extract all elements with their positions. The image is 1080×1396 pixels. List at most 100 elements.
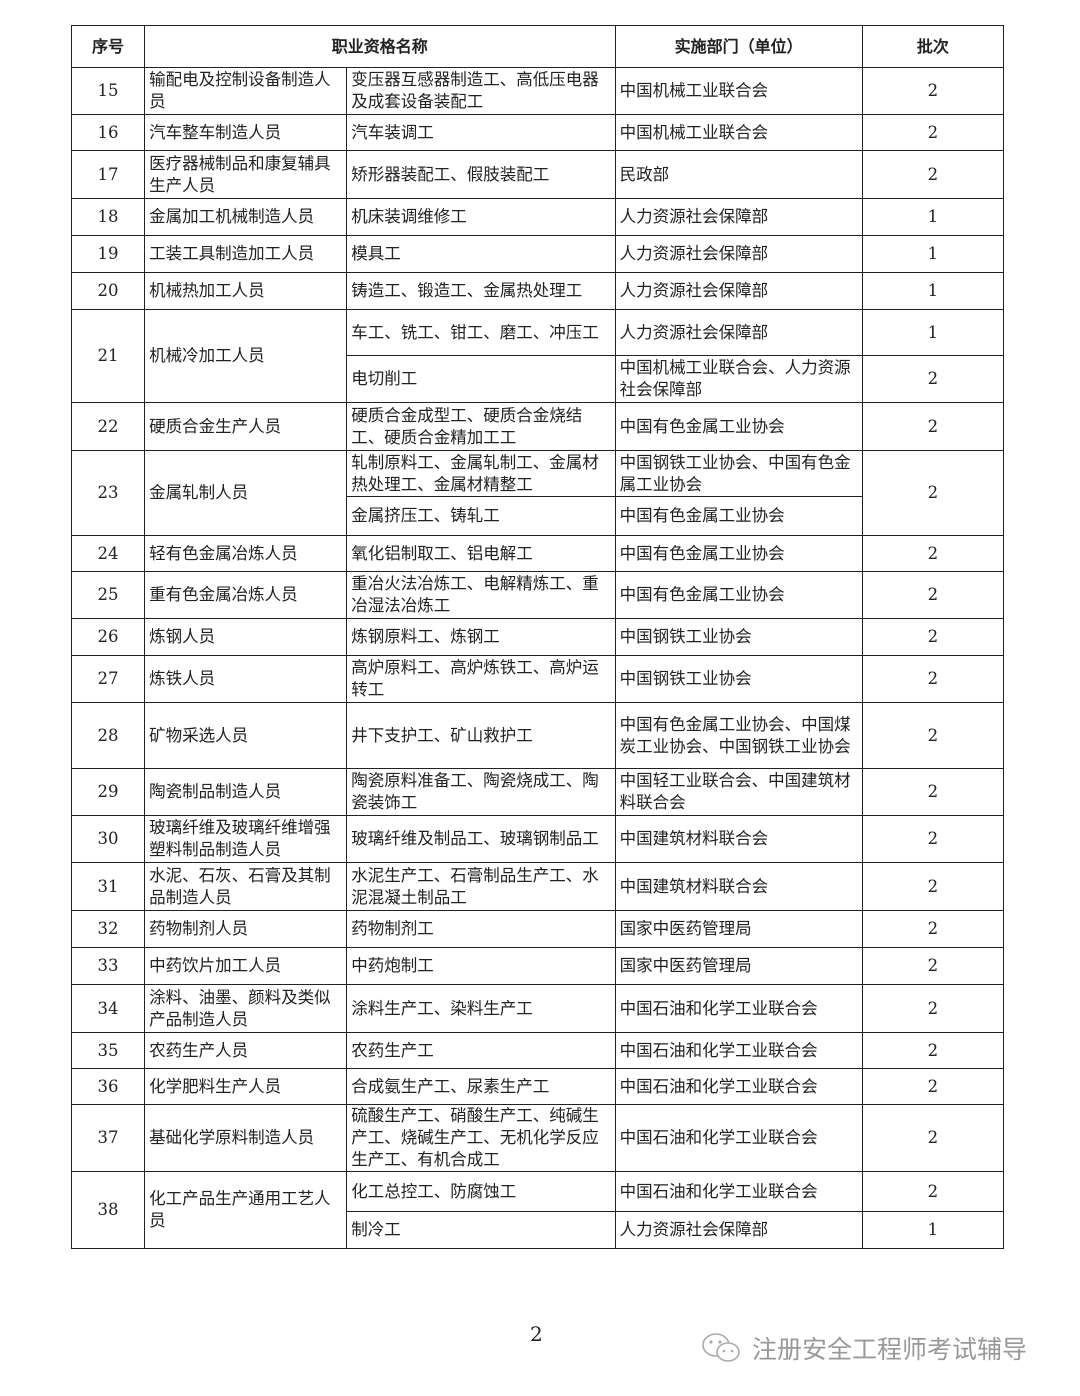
implementing-department: 中国建筑材料联合会	[614, 815, 863, 863]
row-number: 37	[70, 1104, 146, 1172]
qualification-name: 陶瓷原料准备工、陶瓷烧成工、陶瓷装饰工	[346, 768, 616, 816]
implementing-department: 中国钢铁工业协会	[614, 618, 863, 656]
batch: 2	[861, 67, 1005, 115]
implementing-department: 中国机械工业联合会、人力资源社会保障部	[614, 355, 863, 403]
batch: 2	[861, 862, 1005, 911]
watermark: 注册安全工程师考试辅导	[700, 1330, 1027, 1366]
table-row: 35 农药生产人员 农药生产工 中国石油和化学工业联合会 2	[70, 1032, 1005, 1069]
row-number: 36	[70, 1068, 146, 1105]
page-number: 2	[530, 1322, 543, 1346]
row-number: 18	[70, 198, 146, 236]
occupation-category: 化学肥料生产人员	[144, 1068, 348, 1105]
occupation-category: 轻有色金属冶炼人员	[144, 535, 348, 572]
batch: 1	[861, 1211, 1005, 1249]
row-number: 15	[70, 67, 146, 115]
occupation-category: 矿物采选人员	[144, 702, 348, 769]
row-number: 34	[70, 984, 146, 1033]
qualification-name: 药物制剂工	[346, 910, 616, 948]
batch: 2	[861, 618, 1005, 656]
qualification-name: 重冶火法冶炼工、电解精炼工、重冶湿法冶炼工	[346, 571, 616, 619]
occupation-category: 医疗器械制品和康复辅具生产人员	[144, 150, 348, 199]
header-dept: 实施部门（单位）	[614, 25, 863, 68]
implementing-department: 中国石油和化学工业联合会	[614, 1068, 863, 1105]
row-number: 27	[70, 655, 146, 703]
qualification-name: 模具工	[346, 235, 616, 273]
table-row: 29 陶瓷制品制造人员 陶瓷原料准备工、陶瓷烧成工、陶瓷装饰工 中国轻工业联合会、中国…	[70, 768, 1005, 816]
qualification-name: 玻璃纤维及制品工、玻璃钢制品工	[346, 815, 616, 863]
watermark-text: 注册安全工程师考试辅导	[752, 1335, 1028, 1364]
qualification-name: 变压器互感器制造工、高低压电器及成套设备装配工	[346, 67, 616, 115]
table-row: 25 重有色金属冶炼人员 重冶火法冶炼工、电解精炼工、重冶湿法冶炼工 中国有色金属工业…	[70, 571, 1005, 619]
table-row: 17 医疗器械制品和康复辅具生产人员 矫形器装配工、假肢装配工 民政部 2	[70, 150, 1005, 199]
batch: 2	[861, 768, 1005, 816]
batch: 2	[861, 702, 1005, 769]
table-row: 21 机械冷加工人员 车工、铣工、钳工、磨工、冲压工 人力资源社会保障部 1	[70, 309, 1005, 403]
implementing-department: 人力资源社会保障部	[614, 235, 863, 273]
wechat-icon	[702, 1333, 740, 1362]
qualification-name: 轧制原料工、金属轧制工、金属材热处理工、金属材精整工	[346, 450, 616, 497]
occupation-category: 输配电及控制设备制造人员	[144, 67, 348, 115]
occupation-category: 金属轧制人员	[144, 450, 348, 536]
occupation-category: 化工产品生产通用工艺人员	[144, 1171, 348, 1249]
implementing-department: 人力资源社会保障部	[614, 198, 863, 236]
occupation-category: 基础化学原料制造人员	[144, 1104, 348, 1172]
table-row: 34 涂料、油墨、颜料及类似产品制造人员 涂料生产工、染料生产工 中国石油和化学工业联…	[70, 984, 1005, 1033]
occupation-category: 水泥、石灰、石膏及其制品制造人员	[144, 862, 348, 911]
row-number: 32	[70, 910, 146, 948]
batch: 2	[861, 655, 1005, 703]
qualification-name: 硫酸生产工、硝酸生产工、纯碱生产工、烧碱生产工、无机化学反应生产工、有机合成工	[346, 1104, 616, 1172]
batch: 1	[861, 272, 1005, 310]
header-batch: 批次	[861, 25, 1005, 68]
implementing-department: 人力资源社会保障部	[614, 309, 863, 356]
implementing-department: 中国有色金属工业协会、中国煤炭工业协会、中国钢铁工业协会	[614, 702, 863, 769]
batch: 2	[861, 815, 1005, 863]
header-name: 职业资格名称	[144, 25, 616, 68]
row-number: 21	[70, 309, 146, 403]
qualification-name: 机床装调维修工	[346, 198, 616, 236]
qualification-name: 电切削工	[346, 355, 616, 403]
occupation-category: 中药饮片加工人员	[144, 947, 348, 985]
table-row: 28 矿物采选人员 井下支护工、矿山救护工 中国有色金属工业协会、中国煤炭工业协会、中…	[70, 702, 1005, 769]
row-number: 33	[70, 947, 146, 985]
implementing-department: 中国轻工业联合会、中国建筑材料联合会	[614, 768, 863, 816]
table-row: 16 汽车整车制造人员 汽车装调工 中国机械工业联合会 2	[70, 114, 1005, 151]
table-row: 金属挤压工、铸轧工 中国有色金属工业协会	[72, 496, 1004, 536]
qualification-name: 硬质合金成型工、硬质合金烧结工、硬质合金精加工工	[346, 402, 616, 451]
implementing-department: 中国石油和化学工业联合会	[614, 1104, 863, 1172]
batch: 2	[861, 114, 1005, 151]
qualification-name: 合成氨生产工、尿素生产工	[346, 1068, 616, 1105]
batch: 1	[861, 198, 1005, 236]
occupation-category: 工装工具制造加工人员	[144, 235, 348, 273]
implementing-department: 国家中医药管理局	[614, 947, 863, 985]
implementing-department: 中国钢铁工业协会	[614, 655, 863, 703]
occupation-category: 炼钢人员	[144, 618, 348, 656]
batch: 2	[861, 450, 1005, 536]
qualification-name: 涂料生产工、染料生产工	[346, 984, 616, 1033]
implementing-department: 中国有色金属工业协会	[614, 535, 863, 572]
row-number: 35	[70, 1032, 146, 1069]
occupation-category: 硬质合金生产人员	[144, 402, 348, 451]
occupation-category: 金属加工机械制造人员	[144, 198, 348, 236]
qualification-name: 农药生产工	[346, 1032, 616, 1069]
batch: 2	[861, 571, 1005, 619]
implementing-department: 人力资源社会保障部	[614, 1211, 863, 1249]
table-row: 32 药物制剂人员 药物制剂工 国家中医药管理局 2	[70, 910, 1005, 948]
occupation-category: 药物制剂人员	[144, 910, 348, 948]
table-row: 19 工装工具制造加工人员 模具工 人力资源社会保障部 1	[70, 235, 1005, 273]
batch: 1	[861, 235, 1005, 273]
implementing-department: 中国有色金属工业协会	[614, 571, 863, 619]
row-number: 30	[70, 815, 146, 863]
qualification-name: 车工、铣工、钳工、磨工、冲压工	[346, 309, 616, 356]
implementing-department: 民政部	[614, 150, 863, 199]
table-row: 38 化工产品生产通用工艺人员 化工总控工、防腐蚀工 中国石油和化学工业联合会 2	[70, 1171, 1005, 1249]
table-header-row: 序号 职业资格名称 实施部门（单位） 批次	[70, 25, 1005, 68]
implementing-department: 人力资源社会保障部	[614, 272, 863, 310]
table-row: 制冷工 人力资源社会保障部 1	[72, 1211, 1005, 1249]
qualification-name: 井下支护工、矿山救护工	[346, 702, 616, 769]
occupation-category: 涂料、油墨、颜料及类似产品制造人员	[144, 984, 348, 1033]
implementing-department: 中国建筑材料联合会	[614, 862, 863, 911]
table-row: 30 玻璃纤维及玻璃纤维增强塑料制品制造人员 玻璃纤维及制品工、玻璃钢制品工 中国建筑…	[70, 815, 1005, 863]
row-number: 19	[70, 235, 146, 273]
qualification-name: 铸造工、锻造工、金属热处理工	[346, 272, 616, 310]
table-row: 23 金属轧制人员 轧制原料工、金属轧制工、金属材热处理工、金属材精整工 中国钢铁工业…	[70, 450, 1005, 536]
